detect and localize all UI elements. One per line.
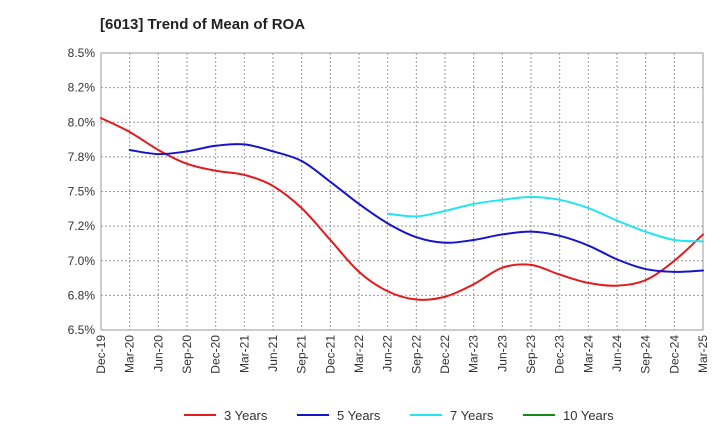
chart-legend: 3 Years 5 Years 7 Years 10 Years bbox=[184, 408, 614, 423]
x-tick-label: Dec-19 bbox=[94, 335, 108, 374]
x-tick-label: Mar-20 bbox=[123, 335, 137, 373]
x-tick-label: Dec-24 bbox=[667, 335, 681, 374]
x-tick-label: Dec-21 bbox=[323, 335, 337, 374]
legend-label-3-years: 3 Years bbox=[224, 408, 268, 423]
x-tick-label: Dec-20 bbox=[209, 335, 223, 374]
legend-label-5-years: 5 Years bbox=[337, 408, 381, 423]
y-tick-label: 8.2% bbox=[68, 81, 96, 95]
y-tick-label: 8.5% bbox=[68, 46, 96, 60]
series-line-3-years bbox=[100, 117, 704, 301]
x-tick-label: Jun-22 bbox=[381, 335, 395, 372]
x-tick-label: Mar-25 bbox=[696, 335, 710, 373]
x-axis-ticks: Dec-19 Mar-20 Jun-20 Sep-20 Dec-20 Mar-21 Jun-… bbox=[94, 335, 710, 374]
x-tick-label: Jun-20 bbox=[151, 335, 165, 372]
legend-label-10-years: 10 Years bbox=[563, 408, 614, 423]
x-tick-label: Sep-21 bbox=[295, 335, 309, 374]
x-tick-label: Jun-23 bbox=[495, 335, 509, 372]
y-tick-label: 7.0% bbox=[68, 254, 96, 268]
y-tick-label: 7.2% bbox=[68, 219, 96, 233]
x-tick-label: Sep-22 bbox=[409, 335, 423, 374]
x-tick-label: Jun-24 bbox=[610, 335, 624, 372]
y-tick-label: 6.8% bbox=[68, 288, 96, 302]
y-tick-label: 6.5% bbox=[68, 323, 96, 337]
x-tick-label: Mar-21 bbox=[237, 335, 251, 373]
x-tick-label: Jun-21 bbox=[266, 335, 280, 372]
x-tick-label: Dec-23 bbox=[553, 335, 567, 374]
x-tick-label: Dec-22 bbox=[438, 335, 452, 374]
x-tick-label: Mar-23 bbox=[467, 335, 481, 373]
series-line-5-years bbox=[128, 143, 704, 273]
series-line-7-years bbox=[386, 196, 704, 243]
y-tick-label: 7.8% bbox=[68, 150, 96, 164]
x-tick-label: Sep-24 bbox=[639, 335, 653, 374]
chart-title: [6013] Trend of Mean of ROA bbox=[100, 16, 306, 33]
legend-label-7-years: 7 Years bbox=[450, 408, 494, 423]
chart-series bbox=[100, 117, 704, 301]
y-tick-label: 8.0% bbox=[68, 115, 96, 129]
x-tick-label: Mar-24 bbox=[581, 335, 595, 373]
y-tick-label: 7.5% bbox=[68, 185, 96, 199]
x-tick-label: Mar-22 bbox=[352, 335, 366, 373]
y-axis-ticks: 8.5% 8.2% 8.0% 7.8% 7.5% 7.2% 7.0% 6.8% 6.5% bbox=[68, 46, 96, 337]
x-tick-label: Sep-20 bbox=[180, 335, 194, 374]
chart-grid bbox=[100, 52, 704, 331]
x-tick-label: Sep-23 bbox=[524, 335, 538, 374]
